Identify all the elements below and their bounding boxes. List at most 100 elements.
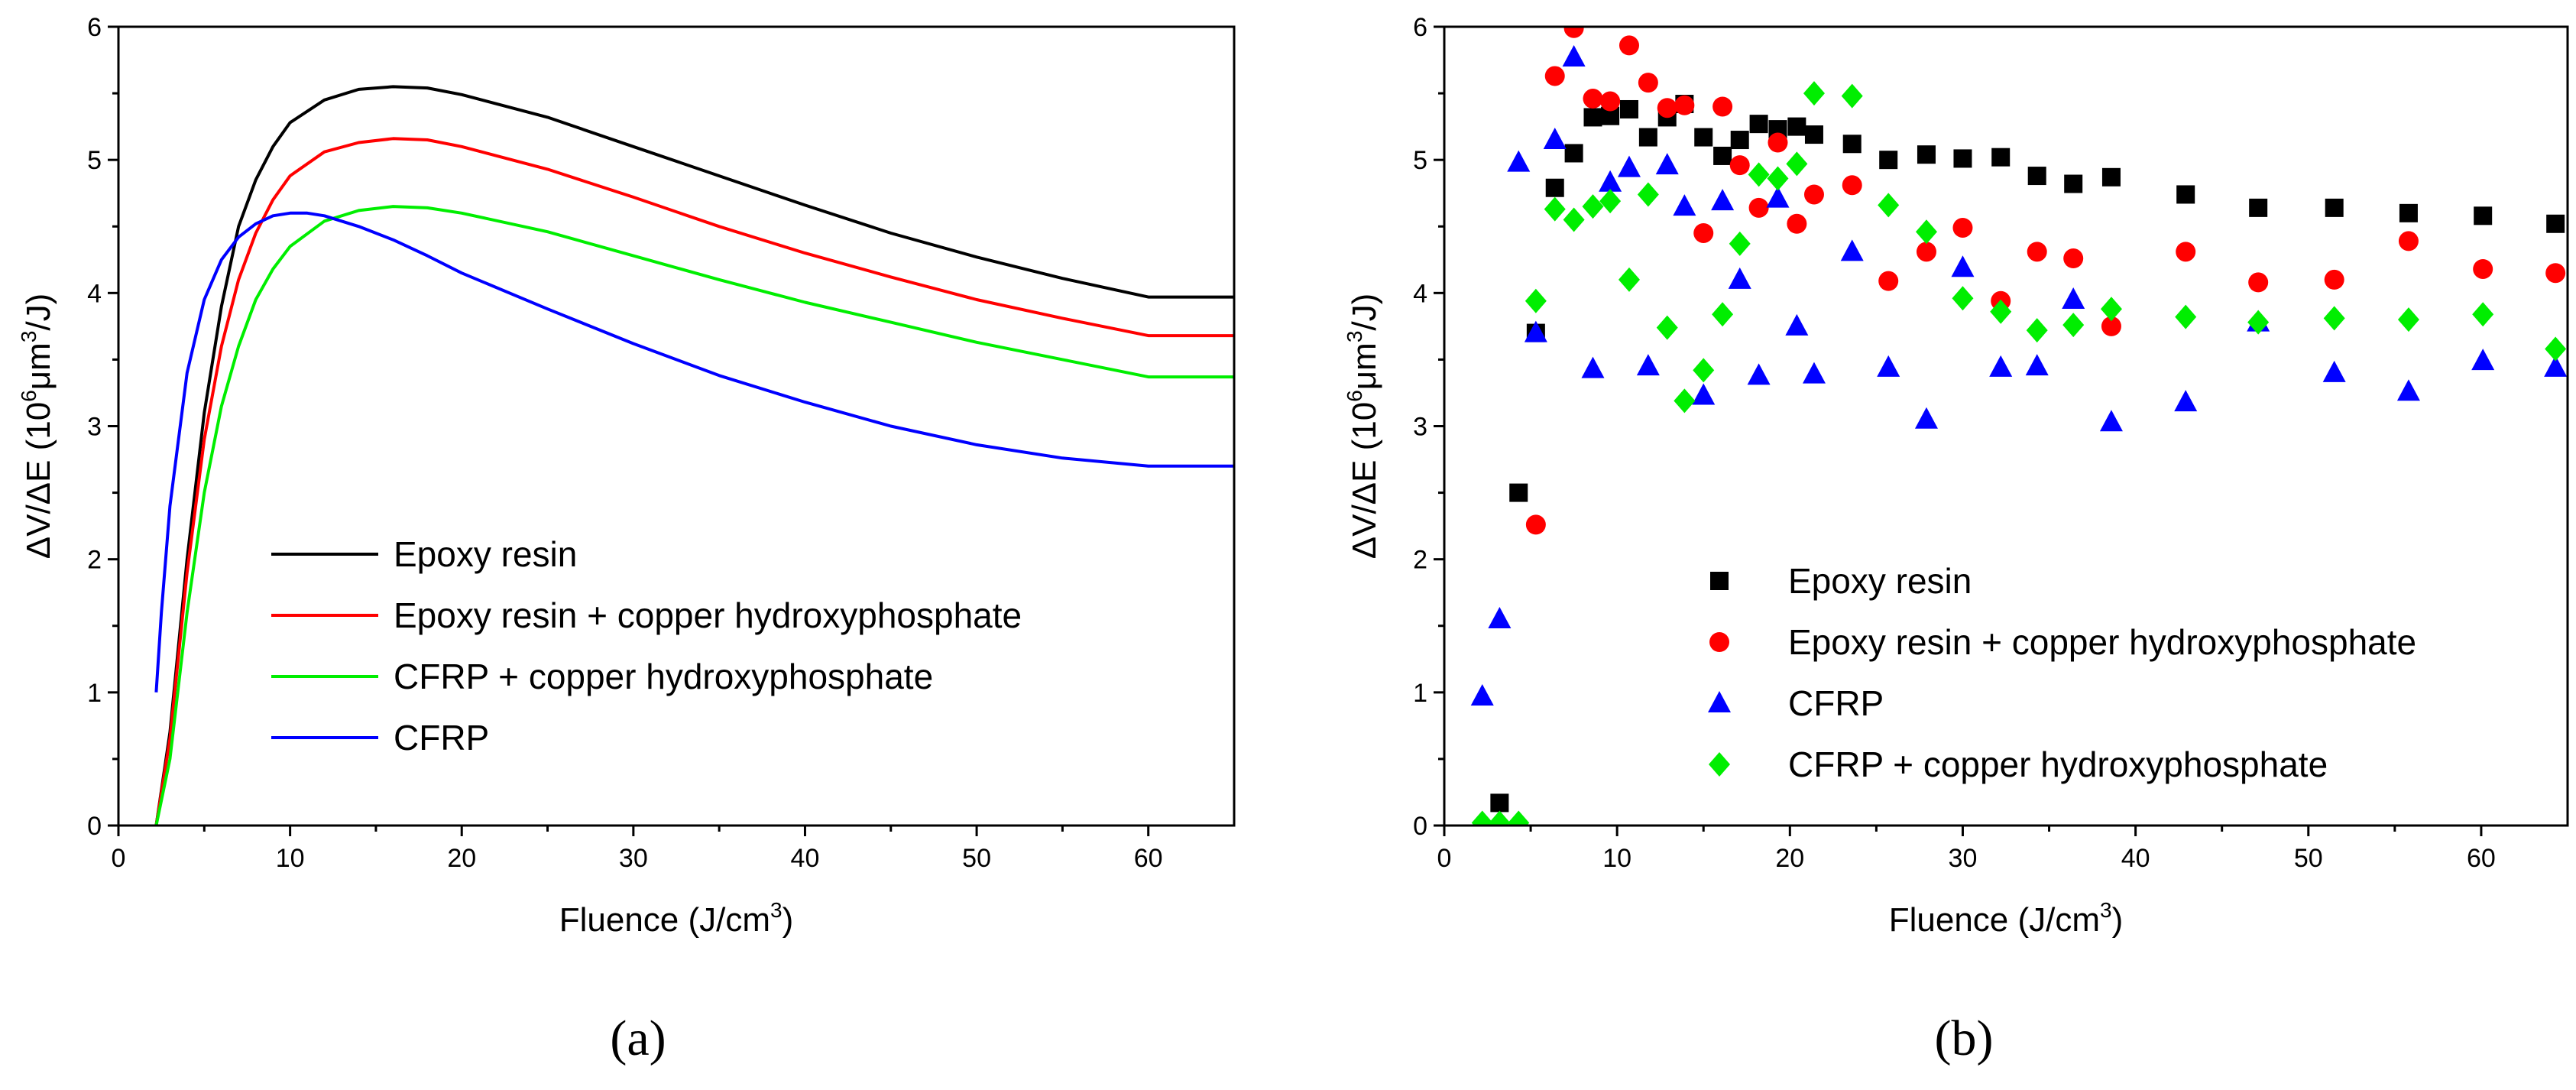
legend-label: CFRP (1788, 683, 1884, 723)
y-tick-label: 5 (1413, 146, 1427, 175)
panel-label: (b) (1935, 1011, 1994, 1066)
x-tick-label: 50 (2294, 844, 2323, 873)
data-point (1599, 189, 1622, 214)
data-point (2064, 174, 2083, 193)
y-tick-label: 2 (87, 546, 102, 575)
data-point (1583, 108, 1602, 127)
data-point (1728, 267, 1751, 289)
y-tick-label: 4 (87, 279, 102, 308)
x-tick-label: 40 (791, 844, 820, 873)
data-point (1842, 135, 1862, 154)
data-point (1618, 267, 1640, 292)
data-point (1636, 354, 1660, 376)
data-point (1804, 125, 1823, 144)
data-point (2545, 263, 2566, 284)
data-point (2176, 242, 2196, 262)
data-point (2248, 272, 2269, 293)
legend-label: Epoxy resin (394, 534, 577, 574)
data-point (2025, 354, 2049, 376)
panel-label: (a) (610, 1011, 666, 1066)
data-point (1470, 684, 1494, 706)
data-point (1785, 313, 1809, 336)
data-point (2396, 379, 2420, 401)
data-point (1748, 197, 1769, 218)
data-point (1877, 355, 1900, 377)
data-point (1489, 810, 1511, 826)
data-point (1748, 162, 1770, 187)
data-point (1747, 363, 1771, 385)
data-point (1842, 175, 1862, 196)
data-point (1488, 607, 1512, 629)
data-point (1657, 98, 1677, 118)
x-tick-label: 0 (1437, 844, 1452, 873)
data-point (1730, 131, 1749, 150)
x-axis-label: Fluence (J/cm3) (559, 898, 794, 939)
series-line-4 (154, 211, 1234, 693)
data-point (1638, 73, 1658, 93)
data-point (1953, 149, 1972, 168)
data-point (1694, 128, 1713, 147)
data-point (1712, 96, 1733, 117)
legend-label: Epoxy resin (1788, 561, 1972, 601)
data-point (1544, 196, 1566, 222)
data-point (1524, 320, 1547, 342)
data-point (1619, 99, 1638, 118)
data-point (1711, 189, 1735, 211)
data-point (2062, 313, 2085, 338)
legend-a: Epoxy resin Epoxy resin + copper hydroxyp… (271, 534, 1022, 757)
data-point (1617, 155, 1641, 177)
data-point (1583, 89, 1603, 109)
data-point (1599, 170, 1622, 192)
plot-area-b (1470, 27, 2568, 826)
legend-label: CFRP + copper hydroxyphosphate (1788, 745, 2328, 784)
x-tick-label: 60 (1134, 844, 1163, 873)
data-point (1729, 231, 1751, 256)
legend-label: CFRP (394, 718, 489, 757)
y-tick-label: 1 (1413, 679, 1427, 708)
x-axis-label: Fluence (J/cm3) (1889, 898, 2124, 939)
data-point (1951, 255, 1975, 277)
plot-frame-b (1443, 25, 2569, 827)
data-point (2397, 307, 2419, 333)
legend-marker (1710, 572, 1729, 590)
series-line-2 (154, 137, 1234, 826)
data-point (2473, 258, 2493, 279)
y-tick-label: 2 (1413, 546, 1427, 575)
data-point (1656, 315, 1678, 340)
data-point (1991, 148, 2011, 167)
x-tick-label: 0 (112, 844, 126, 873)
data-point (1490, 793, 1509, 813)
data-point (1600, 91, 1621, 112)
data-point (1840, 239, 1864, 261)
data-point (2323, 306, 2345, 331)
data-point (1952, 286, 1974, 311)
data-point (2026, 318, 2048, 343)
data-point (2101, 167, 2121, 187)
x-tick-label: 20 (1775, 844, 1804, 873)
y-axis-label: ΔV/ΔE (106μm3/J) (17, 294, 57, 560)
data-point (2399, 203, 2418, 222)
data-point (1766, 186, 1790, 208)
data-point (1712, 302, 1734, 327)
data-point (1655, 153, 1679, 175)
data-point (1729, 155, 1750, 176)
data-point (2100, 297, 2122, 322)
x-tick-label: 10 (1602, 844, 1631, 873)
data-point (2176, 185, 2195, 204)
series-line-3 (154, 205, 1234, 826)
data-point (2545, 336, 2567, 362)
data-point (1916, 242, 1936, 262)
data-point (1471, 810, 1493, 826)
data-point (1990, 299, 2012, 324)
data-point (1619, 35, 1639, 56)
data-point (1638, 128, 1657, 147)
data-point (1915, 219, 1937, 245)
series-line-1 (154, 85, 1234, 826)
data-point (1509, 483, 1528, 502)
data-point (1525, 514, 1546, 535)
panel-b: 0 10 20 30 40 50 60 0 1 2 3 4 5 6 Fluence (J/cm3) ΔV/ΔE… (1343, 13, 2569, 1066)
data-point (1802, 362, 1826, 384)
data-point (2101, 316, 2121, 336)
data-point (1693, 358, 1715, 383)
data-point (1803, 81, 1825, 106)
